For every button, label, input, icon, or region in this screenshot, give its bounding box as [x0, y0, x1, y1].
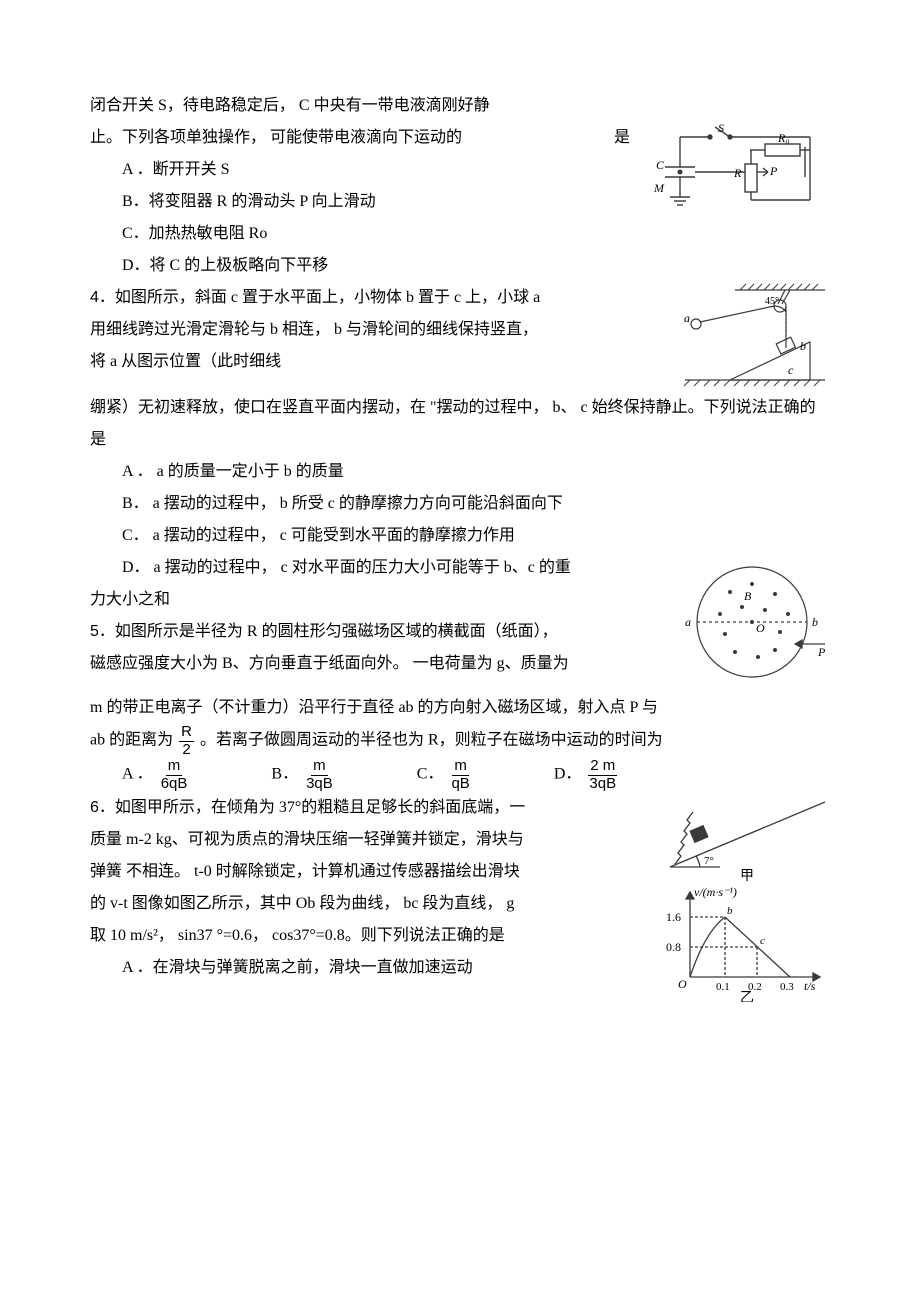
frac-num: 2 m: [588, 758, 617, 776]
q5-l2: 磁感应强度大小为 B、方向垂直于纸面向外。 一电荷量为 g、质量为: [90, 648, 670, 680]
vt-graph-icon: v/(m·s⁻¹) 1.6 0.8 O 0.1 0.2 0.3 t/s b c …: [660, 882, 830, 1002]
q3-main: 止。下列各项单独操作， 可能使带电液滴向下运动的 是 A ．断开开关 S B．将…: [90, 122, 640, 282]
spring-incline-icon: 7° 甲: [660, 792, 830, 882]
label-p: P: [769, 164, 778, 178]
opt-label: D．: [554, 766, 582, 783]
q6-opt-a: A ．在滑块与弹簧脱离之前，滑块一直做加速运动: [90, 952, 650, 984]
q3-stem-l2b: 是: [614, 122, 640, 154]
q4-l1: 如图所示，斜面 c 置于水平面上，小物体 b 置于 c 上，小球 a: [115, 289, 540, 306]
q4-opt-d: D． a 摆动的过程中， c 对水平面的压力大小可能等于 b、c 的重: [90, 552, 670, 584]
q6-l2: 质量 m-2 kg、可视为质点的滑块压缩一轻弹簧并锁定，滑块与: [90, 824, 650, 856]
incline-pulley-icon: a 45° b c: [670, 282, 830, 392]
label-p: P: [817, 645, 826, 659]
label-y1: 1.6: [666, 910, 681, 924]
q5-num: 5．: [90, 623, 115, 640]
circuit-icon: S R₀ C M R P: [650, 122, 830, 212]
frac-den: 3qB: [587, 776, 618, 793]
q5-opt-c: C． mqB: [417, 758, 474, 792]
frac-num: m: [311, 758, 328, 776]
q3-stem-l1: 闭合开关 S，待电路稳定后， C 中央有一带电液滴刚好静: [90, 90, 830, 122]
frac-den: 3qB: [304, 776, 335, 793]
q4-num: 4．: [90, 289, 115, 306]
label-a: a: [685, 615, 691, 629]
q3-opt-c: C．加热热敏电阻 Ro: [90, 218, 640, 250]
frac-den: 2: [180, 742, 192, 759]
q3: 闭合开关 S，待电路稳定后， C 中央有一带电液滴刚好静 止。下列各项单独操作，…: [90, 90, 830, 282]
q6-l3: 弹簧 不相连。 t-0 时解除锁定，计算机通过传感器描绘出滑块: [90, 856, 650, 888]
q6-figures: 7° 甲: [660, 792, 830, 1002]
q6-num: 6．: [90, 799, 115, 816]
q3-opt-d: D．将 C 的上极板略向下平移: [90, 250, 640, 282]
q4-l4: 绷紧）无初速释放，使口在竖直平面内摆动，在 "摆动的过程中， b、 c 始终保持…: [90, 392, 830, 456]
opt-label: B．: [271, 766, 298, 783]
q3-row: 止。下列各项单独操作， 可能使带电液滴向下运动的 是 A ．断开开关 S B．将…: [90, 122, 830, 282]
frac-den: 6qB: [159, 776, 190, 793]
q6-l1: 如图甲所示，在倾角为 37°的粗糙且足够长的斜面底端，一: [115, 799, 525, 816]
label-s: S: [718, 122, 724, 135]
q4-opt-d2: 力大小之和: [90, 584, 670, 616]
q4-opt-a: A ． a 的质量一定小于 b 的质量: [90, 456, 830, 488]
label-theta: 45°: [765, 296, 779, 307]
q5-opt-a: A ． m6qB: [122, 758, 191, 792]
label-o: O: [678, 977, 687, 991]
label-x3: 0.3: [780, 981, 794, 993]
label-gb: b: [727, 905, 733, 917]
label-r0: R₀: [777, 131, 790, 145]
frac-num: m: [452, 758, 469, 776]
q5-opt-b: B． m3qB: [271, 758, 336, 792]
q6-l4: 的 v-t 图像如图乙所示，其中 Ob 段为曲线， bc 段为直线， g: [90, 888, 650, 920]
label-o: O: [756, 621, 765, 635]
label-gc: c: [760, 935, 765, 947]
label-jia: 甲: [740, 869, 754, 882]
q4: 4．如图所示，斜面 c 置于水平面上，小物体 b 置于 c 上，小球 a 用细线…: [90, 282, 830, 792]
label-bigb: B: [744, 589, 752, 603]
q4-opt-b: B． a 摆动的过程中， b 所受 c 的静摩擦力方向可能沿斜面向下: [90, 488, 830, 520]
q5-options: A ． m6qB B． m3qB C． mqB D． 2 m3qB: [90, 758, 830, 792]
label-a: a: [684, 311, 690, 325]
label-xlabel: t/s: [804, 979, 816, 993]
q4-l2: 用细线跨过光滑定滑轮与 b 相连， b 与滑轮间的细线保持竖直，: [90, 314, 660, 346]
q6: 6．如图甲所示，在倾角为 37°的粗糙且足够长的斜面底端，一 质量 m-2 kg…: [90, 792, 830, 1002]
label-ylabel: v/(m·s⁻¹): [694, 885, 737, 899]
label-b: b: [812, 615, 818, 629]
opt-label: A ．: [122, 766, 153, 783]
q5-l1: 如图所示是半径为 R 的圆柱形匀强磁场区域的横截面（纸面），: [115, 623, 558, 640]
q3-stem-l2a: 止。下列各项单独操作， 可能使带电液滴向下运动的: [90, 122, 462, 154]
label-x1: 0.1: [716, 981, 730, 993]
label-r: R: [733, 166, 742, 180]
q5-opt-d: D． 2 m3qB: [554, 758, 620, 792]
frac-num: R: [179, 724, 194, 742]
opt-label: C．: [417, 766, 444, 783]
label-yi: 乙: [740, 990, 754, 1002]
frac-r2: R 2: [179, 724, 194, 758]
label-m: M: [653, 181, 665, 195]
label-c: c: [788, 363, 794, 377]
q6-l5: 取 10 m/s²， sin37 °=0.6， cos37°=0.8。则下列说法…: [90, 920, 650, 952]
q3-opt-b: B．将变阻器 R 的滑动头 P 向上滑动: [90, 186, 640, 218]
label-y2: 0.8: [666, 940, 681, 954]
magnetic-field-icon: a b B O P: [680, 552, 830, 692]
label-c: C: [656, 158, 665, 172]
q4-l3: 将 a 从图示位置（此时细线: [90, 346, 660, 378]
frac-num: m: [166, 758, 183, 776]
q5-l4a: ab 的距离为: [90, 732, 177, 749]
q5-l3: m 的带正电离子（不计重力）沿平行于直径 ab 的方向射入磁场区域，射入点 P …: [90, 692, 830, 724]
q3-figure: S R₀ C M R P: [650, 122, 830, 212]
label-angle: 7°: [704, 855, 714, 867]
label-b: b: [800, 339, 806, 353]
q4-opt-c: C． a 摆动的过程中， c 可能受到水平面的静摩擦力作用: [90, 520, 830, 552]
q3-opt-a: A ．断开开关 S: [90, 154, 640, 186]
q5-l4-wrap: ab 的距离为 R 2 。若离子做圆周运动的半径也为 R，则粒子在磁场中运动的时…: [90, 724, 830, 758]
q5-l4b: 。若离子做圆周运动的半径也为 R，则粒子在磁场中运动的时间为: [200, 732, 663, 749]
frac-den: qB: [449, 776, 471, 793]
q5-figure: a b B O P: [680, 552, 830, 692]
q4-figure: a 45° b c: [670, 282, 830, 392]
